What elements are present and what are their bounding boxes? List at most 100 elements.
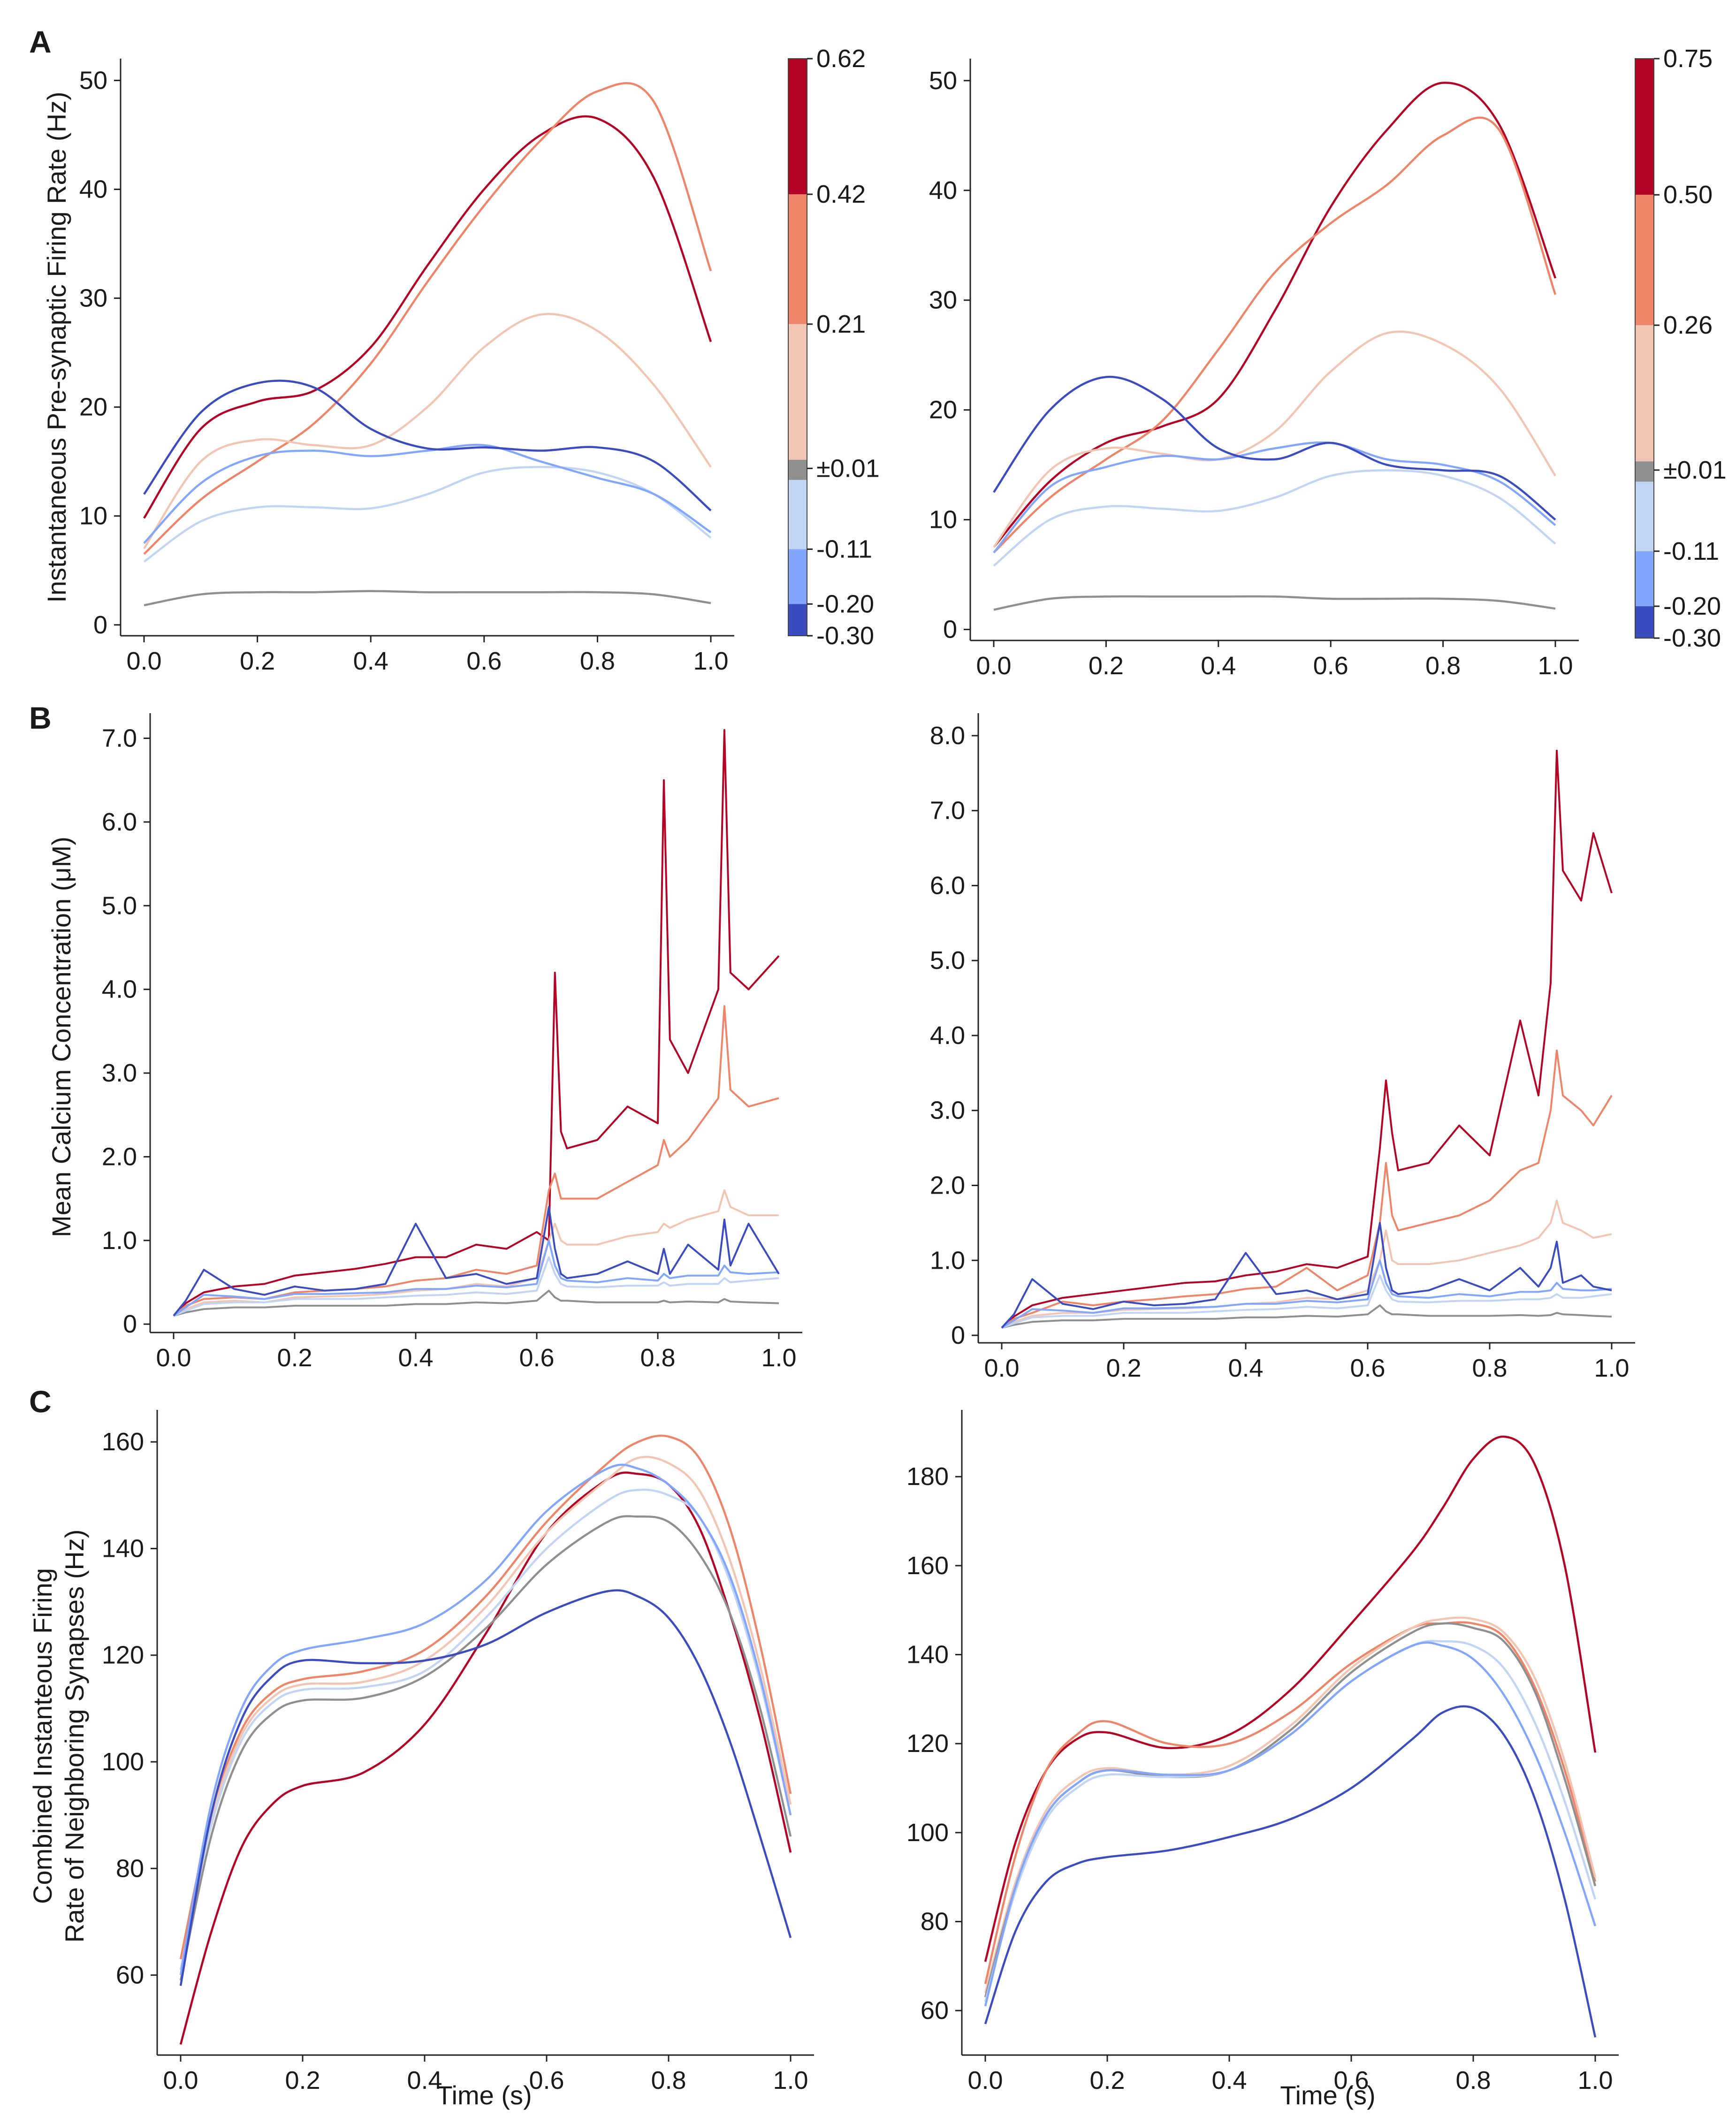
y-tick-label: 1.0	[102, 1226, 137, 1255]
series-line-3	[144, 590, 711, 607]
series-line-0	[143, 115, 712, 519]
x-tick-label: 0.0	[976, 652, 1011, 680]
x-tick-label: 0.2	[1089, 652, 1124, 680]
x-tick-label: 0.2	[240, 647, 275, 675]
y-tick-label: 30	[929, 286, 957, 314]
series-line-6	[143, 380, 712, 511]
x-tick-label: 0.4	[407, 2066, 442, 2094]
series-line-3	[984, 1622, 1597, 1998]
y-tick-label: 2.0	[102, 1142, 137, 1171]
colorbar-band	[788, 549, 807, 604]
series-line-6	[179, 1589, 792, 1986]
series-line-4	[179, 1488, 792, 1970]
y-tick-label: 140	[102, 1534, 144, 1562]
panel-c-ylabel-line2: Rate of Neighboring Synapses (Hz)	[60, 1530, 89, 1943]
series-line-1	[993, 116, 1557, 554]
panel-letter-c: C	[29, 1384, 52, 1419]
panel-c-ylabel-line1: Combined Instanteous Firing	[28, 1568, 57, 1904]
y-tick-label: 20	[79, 393, 107, 421]
y-tick-label: 0	[123, 1310, 137, 1338]
colorbar-tick-label: -0.30	[1663, 624, 1721, 652]
plot-c-left: 60 80 100 120 140 160 0.0 0.2 0.4 0.6 0.8 1.0	[102, 1410, 814, 2094]
x-tick-label: 0.4	[398, 1344, 433, 1372]
series-line-5	[984, 1641, 1597, 2007]
y-tick-label: 4.0	[930, 1021, 965, 1050]
colorbar-tick-label: -0.11	[1663, 537, 1719, 565]
y-tick-label: 10	[929, 506, 957, 534]
colorbar-tick-label: 0.75	[1663, 45, 1713, 73]
y-tick-label: 100	[906, 1819, 949, 1847]
series-line-1	[143, 82, 712, 555]
series-line-6	[993, 375, 1556, 521]
y-tick-label: 6.0	[930, 871, 965, 899]
x-tick-label: 0.8	[580, 647, 615, 675]
y-tick-label: 6.0	[102, 808, 137, 836]
x-tick-label: 0.8	[1472, 1354, 1507, 1382]
x-tick-label: 0.6	[1350, 1354, 1385, 1382]
y-tick-label: 50	[79, 66, 107, 94]
colorbar-tick-label: -0.20	[1663, 592, 1721, 620]
series-line-2	[143, 312, 712, 549]
colorbar-tick-label: 0.26	[1663, 311, 1713, 339]
y-tick-label: 100	[102, 1748, 144, 1776]
series-line-5	[143, 443, 712, 544]
x-tick-label: 0.6	[1313, 652, 1348, 680]
y-tick-label: 60	[116, 1961, 144, 1989]
colorbar-tick-label: -0.30	[816, 622, 874, 650]
series-line-3	[173, 1289, 779, 1317]
y-tick-label: 0	[951, 1321, 965, 1349]
y-tick-label: 50	[929, 67, 957, 95]
colorbar-band	[1635, 461, 1654, 482]
x-tick-label: 1.0	[693, 647, 728, 675]
series-line-2	[984, 1616, 1597, 1993]
series-line-6	[173, 1206, 780, 1317]
colorbar-band	[1635, 195, 1654, 326]
y-tick-label: 2.0	[930, 1172, 965, 1200]
y-tick-label: 60	[921, 1996, 949, 2025]
series-line-1	[1001, 1049, 1613, 1329]
y-tick-label: 20	[929, 396, 957, 424]
x-tick-label: 1.0	[1538, 652, 1573, 680]
y-tick-label: 0	[93, 611, 107, 639]
x-tick-label: 0.6	[519, 1344, 554, 1372]
series-line-2	[179, 1455, 792, 1970]
y-tick-label: 30	[79, 284, 107, 312]
x-tick-label: 0.6	[466, 647, 502, 675]
x-tick-label: 0.6	[529, 2066, 564, 2094]
series-line-4	[993, 469, 1556, 567]
series-line-1	[173, 1005, 779, 1317]
x-tick-label: 0.2	[285, 2066, 320, 2094]
x-tick-label: 0.2	[277, 1344, 312, 1372]
plot-b-right: 0 1.0 2.0 3.0 4.0 5.0 6.0 7.0 8.0 0.0 0.2 0.4 0.6 0.8…	[930, 713, 1635, 1382]
series-line-5	[993, 441, 1556, 554]
colorbar-a-right: 0.75 0.50 0.26 ±0.01 -0.11 -0.20 -0.30	[1635, 45, 1727, 652]
x-tick-label: 0.0	[156, 1344, 191, 1372]
y-tick-label: 5.0	[930, 946, 965, 975]
x-tick-label: 0.4	[1228, 1354, 1263, 1382]
plot-b-left: 0 1.0 2.0 3.0 4.0 5.0 6.0 7.0 0.0 0.2 0.4 0.6 0.8 1.0	[102, 713, 802, 1372]
panel-letter-b: B	[29, 701, 52, 735]
colorbar-frame	[1635, 58, 1654, 639]
colorbar-band	[1635, 551, 1654, 607]
series-line-3	[1001, 1304, 1612, 1329]
series-line-1	[984, 1621, 1597, 1984]
y-tick-label: 40	[929, 176, 957, 205]
series-line-1	[179, 1434, 792, 1959]
colorbar-band	[1635, 325, 1654, 462]
series-line-6	[1001, 1222, 1612, 1329]
y-tick-label: 7.0	[930, 797, 965, 825]
panel-b-ylabel: Mean Calcium Concentration (μM)	[46, 837, 76, 1237]
x-tick-label: 0.4	[353, 647, 388, 675]
panel-letter-a: A	[29, 24, 52, 59]
x-tick-label: 0.0	[984, 1354, 1019, 1382]
y-tick-label: 80	[116, 1854, 144, 1882]
colorbar-tick-label: -0.11	[816, 535, 872, 564]
x-tick-label: 0.4	[1211, 2066, 1247, 2094]
series-line-3	[993, 595, 1556, 611]
y-tick-label: 120	[102, 1641, 144, 1669]
x-tick-label: 1.0	[1594, 1354, 1629, 1382]
y-tick-label: 0	[943, 616, 957, 644]
colorbar-band	[1635, 481, 1654, 551]
series-line-4	[173, 1256, 779, 1317]
colorbar-band	[788, 459, 807, 480]
